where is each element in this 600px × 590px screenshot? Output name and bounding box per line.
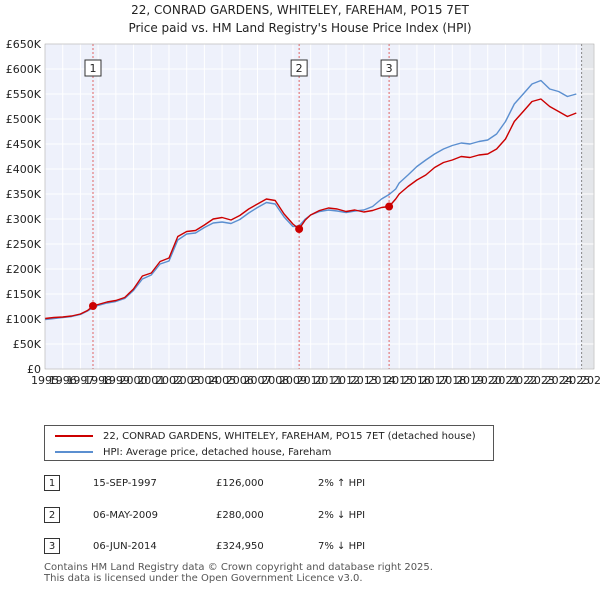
y-tick-label: £0: [27, 363, 41, 376]
x-tick-label: 2018: [438, 374, 466, 387]
y-tick-label: £350K: [6, 188, 42, 201]
marker-box: [84, 59, 102, 77]
x-tick-label: 2010: [297, 374, 325, 387]
x-tick-label: 2000: [120, 374, 148, 387]
x-tick-label: 1996: [49, 374, 77, 387]
x-tick-label: 2006: [226, 374, 254, 387]
future-shading: [581, 44, 594, 369]
y-tick-label: £550K: [6, 88, 42, 101]
transaction-number: 3: [44, 538, 60, 554]
transaction-date: 06-MAY-2009: [93, 509, 159, 521]
transaction-row: 2 06-MAY-2009 £280,000 2% ↓ HPI: [44, 505, 464, 525]
x-tick-label: 1997: [66, 374, 94, 387]
legend-swatch-hpi: [55, 451, 93, 453]
legend-label-hpi: HPI: Average price, detached house, Fare…: [103, 446, 332, 458]
transaction-date: 15-SEP-1997: [93, 477, 157, 489]
y-tick-label: £200K: [6, 263, 42, 276]
y-tick-label: £250K: [6, 238, 42, 251]
transaction-hpi: 2% ↓ HPI: [318, 509, 366, 521]
x-tick-label: 2025: [562, 374, 590, 387]
marker-label: 2: [296, 62, 303, 75]
x-tick-label: 2005: [208, 374, 236, 387]
x-tick-label: 2014: [367, 374, 395, 387]
y-tick-label: £450K: [6, 138, 42, 151]
legend: 22, CONRAD GARDENS, WHITELEY, FAREHAM, P…: [44, 425, 494, 461]
x-tick-label: 2004: [190, 374, 218, 387]
transaction-number: 1: [44, 475, 60, 491]
footer-licence: This data is licensed under the Open Gov…: [44, 573, 363, 584]
x-tick-label: 2021: [491, 374, 519, 387]
sale-point: [295, 225, 304, 233]
y-tick-label: £300K: [6, 213, 42, 226]
x-tick-label: 2008: [261, 374, 289, 387]
plot-border: [44, 43, 595, 370]
chart-subtitle: Price paid vs. HM Land Registry's House …: [128, 21, 471, 35]
x-tick-label: 2024: [545, 374, 573, 387]
x-tick-label: 2016: [403, 374, 431, 387]
transaction-hpi: 2% ↑ HPI: [318, 477, 366, 489]
x-tick-label: 2023: [527, 374, 555, 387]
sale-point: [385, 202, 394, 211]
marker-label: 3: [386, 62, 393, 75]
transaction-row: 3 06-JUN-2014 £324,950 7% ↓ HPI: [44, 536, 464, 556]
y-tick-label: £650K: [6, 38, 42, 51]
transaction-hpi: 7% ↓ HPI: [318, 540, 366, 552]
legend-swatch-property: [55, 435, 93, 437]
marker-box: [290, 59, 308, 77]
x-tick-label: 2011: [314, 374, 342, 387]
x-tick-label: 2015: [385, 374, 413, 387]
x-tick-label: 2013: [350, 374, 378, 387]
x-tick-label: 2001: [137, 374, 165, 387]
legend-label-property: 22, CONRAD GARDENS, WHITELEY, FAREHAM, P…: [103, 430, 476, 442]
x-tick-label: 2012: [332, 374, 360, 387]
legend-item-hpi: HPI: Average price, detached house, Fare…: [55, 444, 331, 460]
transaction-number: 2: [44, 507, 60, 523]
price-chart: 22, CONRAD GARDENS, WHITELEY, FAREHAM, P…: [6, 3, 600, 387]
chart-title: 22, CONRAD GARDENS, WHITELEY, FAREHAM, P…: [131, 3, 469, 17]
marker-label: 1: [89, 62, 96, 75]
y-tick-label: £400K: [6, 163, 42, 176]
transaction-price: £126,000: [216, 477, 264, 489]
transaction-date: 06-JUN-2014: [93, 540, 157, 552]
y-tick-label: £600K: [6, 63, 42, 76]
y-tick-label: £50K: [13, 338, 42, 351]
x-tick-label: 2026: [580, 374, 600, 387]
x-tick-label: 2003: [173, 374, 201, 387]
x-tick-label: 2002: [155, 374, 183, 387]
transaction-price: £280,000: [216, 509, 264, 521]
sale-point: [88, 302, 97, 310]
x-tick-label: 2022: [509, 374, 537, 387]
x-tick-label: 2007: [244, 374, 272, 387]
legend-item-property: 22, CONRAD GARDENS, WHITELEY, FAREHAM, P…: [55, 428, 476, 444]
x-tick-label: 2019: [456, 374, 484, 387]
x-tick-label: 1995: [31, 374, 59, 387]
marker-box: [380, 59, 398, 77]
y-tick-label: £100K: [6, 313, 42, 326]
y-tick-label: £150K: [6, 288, 42, 301]
y-tick-label: £500K: [6, 113, 42, 126]
plot-background: [45, 44, 594, 369]
x-tick-label: 2020: [474, 374, 502, 387]
transaction-price: £324,950: [216, 540, 264, 552]
property-price-line: [44, 98, 577, 320]
footer-copyright: Contains HM Land Registry data © Crown c…: [44, 562, 433, 573]
x-tick-label: 1998: [84, 374, 112, 387]
x-tick-label: 2017: [421, 374, 449, 387]
transaction-row: 1 15-SEP-1997 £126,000 2% ↑ HPI: [44, 473, 464, 493]
x-tick-label: 1999: [102, 374, 130, 387]
x-tick-label: 2009: [279, 374, 307, 387]
footer: Contains HM Land Registry data © Crown c…: [44, 562, 433, 584]
